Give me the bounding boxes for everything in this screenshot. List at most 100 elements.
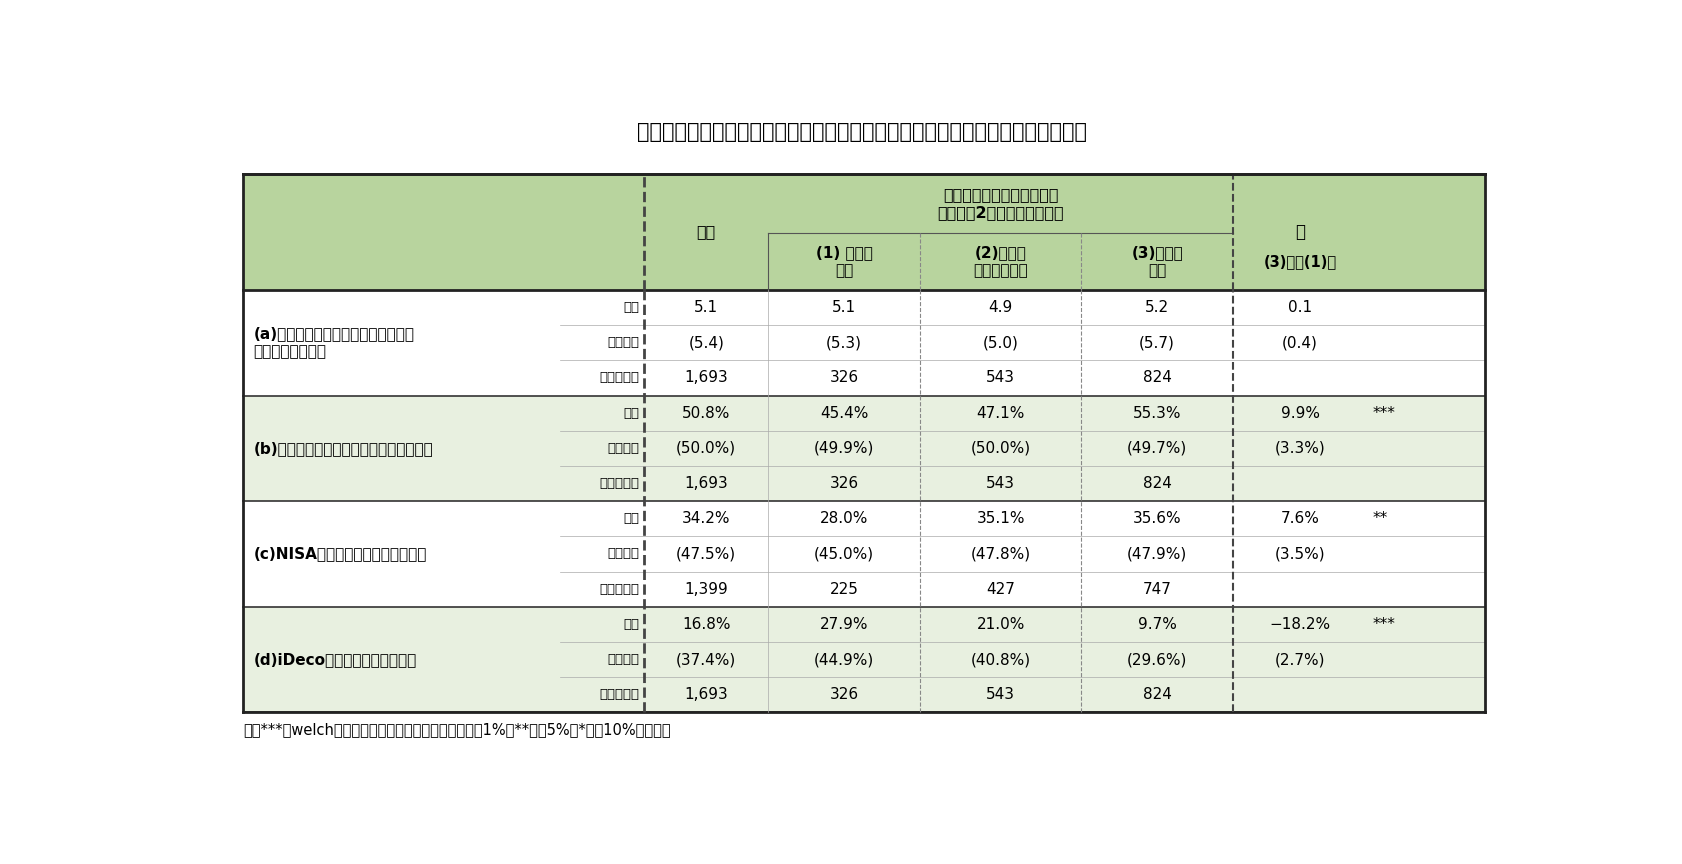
Text: サンプル数: サンプル数 [599, 689, 639, 702]
Text: 16.8%: 16.8% [681, 617, 730, 632]
Bar [644, 233, 769, 290]
Text: 4.9: 4.9 [989, 300, 1013, 315]
Text: 7.6%: 7.6% [1280, 511, 1319, 526]
Text: 427: 427 [986, 581, 1014, 597]
Text: 1,693: 1,693 [685, 476, 728, 491]
Text: (50.0%): (50.0%) [971, 441, 1031, 456]
Text: 平均: 平均 [622, 407, 639, 420]
Text: (5.4): (5.4) [688, 335, 725, 350]
Bar [1082, 174, 1233, 233]
Text: (2.7%): (2.7%) [1275, 652, 1325, 667]
Text: (40.8%): (40.8%) [971, 652, 1031, 667]
Text: 326: 326 [829, 687, 860, 702]
Text: 50.8%: 50.8% [681, 406, 730, 421]
Bar [1367, 233, 1485, 290]
Bar [920, 233, 1082, 290]
Bar [560, 174, 644, 233]
Bar [242, 174, 560, 233]
Text: (c)NISAに加入している家計の割合: (c)NISAに加入している家計の割合 [254, 547, 427, 562]
Bar [242, 396, 1485, 501]
Text: (3)高ー(1)低: (3)高ー(1)低 [1263, 254, 1337, 270]
Bar [560, 233, 644, 290]
Text: 28.0%: 28.0% [819, 511, 868, 526]
Text: 27.9%: 27.9% [819, 617, 868, 632]
Text: (44.9%): (44.9%) [814, 652, 875, 667]
Text: (3)可能性
高い: (3)可能性 高い [1132, 245, 1182, 278]
Text: (1) 可能性
低い: (1) 可能性 低い [816, 245, 873, 278]
Text: 34.2%: 34.2% [681, 511, 730, 526]
Text: 47.1%: 47.1% [977, 406, 1024, 421]
Text: 平均: 平均 [622, 618, 639, 631]
Text: 平均: 平均 [622, 512, 639, 525]
Text: 326: 326 [829, 371, 860, 385]
Text: 35.6%: 35.6% [1134, 511, 1181, 526]
Text: 326: 326 [829, 476, 860, 491]
Text: (b)株式・株式投信を保有する家計の割合: (b)株式・株式投信を保有する家計の割合 [254, 441, 432, 456]
Text: 平均: 平均 [622, 301, 639, 314]
Text: (47.9%): (47.9%) [1127, 547, 1187, 562]
Text: 全体: 全体 [696, 225, 717, 239]
Bar [1082, 233, 1233, 290]
Text: (49.7%): (49.7%) [1127, 441, 1187, 456]
Text: −18.2%: −18.2% [1270, 617, 1330, 632]
Text: 21.0%: 21.0% [977, 617, 1024, 632]
Text: 1,399: 1,399 [685, 581, 728, 597]
Text: 824: 824 [1142, 371, 1172, 385]
Text: 標準偏差: 標準偏差 [607, 548, 639, 561]
Text: 5.1: 5.1 [695, 300, 718, 315]
Text: (5.0): (5.0) [982, 335, 1019, 350]
Text: 9.9%: 9.9% [1280, 406, 1319, 421]
Text: (47.5%): (47.5%) [676, 547, 737, 562]
Text: 標準偏差: 標準偏差 [607, 653, 639, 666]
Bar [1233, 174, 1367, 233]
Text: (47.8%): (47.8%) [971, 547, 1031, 562]
Text: 0.1: 0.1 [1288, 300, 1312, 315]
Text: 35.1%: 35.1% [976, 511, 1024, 526]
Bar [769, 233, 920, 290]
Text: 5.1: 5.1 [833, 300, 856, 315]
Text: (3.5%): (3.5%) [1275, 547, 1325, 562]
Text: 543: 543 [986, 687, 1016, 702]
Text: 図表１：公的年金の支給開始年齢引き上げの可能性と将来に向けた貯蓄との関係: 図表１：公的年金の支給開始年齢引き上げの可能性と将来に向けた貯蓄との関係 [637, 122, 1087, 142]
Text: (37.4%): (37.4%) [676, 652, 737, 667]
Text: (29.6%): (29.6%) [1127, 652, 1187, 667]
Text: 注：***はwelch法による平均値の差の検定で有意水準1%、**は同5%、*は同10%を表す。: 注：***はwelch法による平均値の差の検定で有意水準1%、**は同5%、*は… [242, 722, 671, 737]
Text: 公的年金の支給開始年齢が
将来的に2歳引き上げられる: 公的年金の支給開始年齢が 将来的に2歳引き上げられる [937, 187, 1065, 219]
Text: 5.2: 5.2 [1145, 300, 1169, 315]
Bar [920, 174, 1082, 233]
Text: 差: 差 [1295, 223, 1305, 241]
Text: 1,693: 1,693 [685, 371, 728, 385]
Text: (45.0%): (45.0%) [814, 547, 875, 562]
Text: ***: *** [1373, 406, 1394, 421]
Text: (49.9%): (49.9%) [814, 441, 875, 456]
Text: 543: 543 [986, 371, 1016, 385]
Text: 9.7%: 9.7% [1137, 617, 1177, 632]
Text: (d)iDecoを知らない家計の割合: (d)iDecoを知らない家計の割合 [254, 652, 417, 667]
Text: ***: *** [1373, 617, 1394, 632]
Text: サンプル数: サンプル数 [599, 372, 639, 384]
Text: (50.0%): (50.0%) [676, 441, 737, 456]
Bar [242, 290, 1485, 396]
Bar [1233, 233, 1367, 290]
Text: (0.4): (0.4) [1282, 335, 1319, 350]
Text: 標準偏差: 標準偏差 [607, 442, 639, 454]
Text: 543: 543 [986, 476, 1016, 491]
Text: 45.4%: 45.4% [819, 406, 868, 421]
Bar [242, 607, 1485, 713]
Text: 55.3%: 55.3% [1134, 406, 1181, 421]
Text: 824: 824 [1142, 476, 1172, 491]
Bar [242, 501, 1485, 607]
Text: サンプル数: サンプル数 [599, 582, 639, 595]
Text: 1,693: 1,693 [685, 687, 728, 702]
Text: **: ** [1373, 511, 1388, 526]
Bar [769, 174, 920, 233]
Text: 824: 824 [1142, 687, 1172, 702]
Text: サンプル数: サンプル数 [599, 477, 639, 490]
Text: 225: 225 [829, 581, 858, 597]
Text: 747: 747 [1142, 581, 1172, 597]
Text: (2)どちら
ともいえない: (2)どちら ともいえない [974, 245, 1028, 278]
Bar [242, 233, 560, 290]
Text: (5.7): (5.7) [1139, 335, 1176, 350]
Text: 標準偏差: 標準偏差 [607, 336, 639, 349]
Text: (a)将来に備えるための毎月の貯蓄額
（単位：月万円）: (a)将来に備えるための毎月の貯蓄額 （単位：月万円） [254, 327, 414, 359]
